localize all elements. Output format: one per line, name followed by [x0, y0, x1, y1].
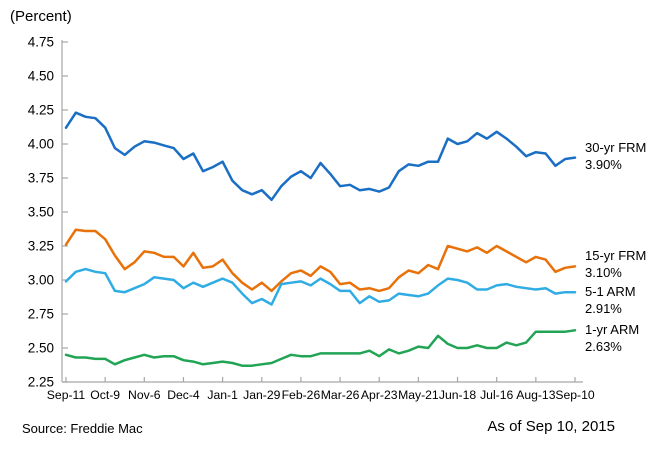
x-tick-label: Feb-26 — [282, 388, 321, 402]
x-tick-label: Aug-13 — [516, 388, 556, 402]
x-tick-label: Sep-10 — [555, 388, 595, 402]
x-tick-label: Jan-1 — [207, 388, 238, 402]
series-name: 1-yr ARM — [585, 322, 640, 337]
series-name: 30-yr FRM — [585, 140, 647, 155]
y-tick-label: 3.50 — [28, 205, 54, 220]
y-tick-label: 4.50 — [28, 69, 54, 84]
x-tick-label: Mar-26 — [321, 388, 360, 402]
series-end-value: 3.10% — [585, 265, 622, 280]
rate-line-chart: 2.25 2.50 2.75 3.00 3.25 3.50 3.75 4.00 4.25 4.50… — [28, 35, 595, 403]
y-tick-label: 4.75 — [28, 35, 54, 50]
y-tick-label: 2.75 — [28, 307, 54, 322]
x-tick-label: Jun-18 — [439, 388, 476, 402]
y-tick-label: 3.75 — [28, 171, 54, 186]
series-end-value: 3.90% — [585, 157, 622, 172]
series-label-15yr-frm: 15-yr FRM 3.10% — [585, 247, 655, 281]
x-tick-label: Sep-11 — [47, 388, 86, 402]
series-name: 5-1 ARM — [585, 284, 636, 299]
series-line-1-yr-arm — [64, 329, 577, 367]
series-line-5-1-arm — [64, 267, 577, 306]
x-tick-label: Nov-6 — [128, 388, 161, 402]
x-tick-label: Dec-4 — [167, 388, 200, 402]
x-tick-label: Apr-23 — [361, 388, 398, 402]
x-tick-label: Jul-16 — [480, 388, 513, 402]
y-axis-title: (Percent) — [10, 8, 72, 25]
series-end-value: 2.63% — [585, 339, 622, 354]
y-tick-label: 4.25 — [28, 103, 54, 118]
y-tick-label: 3.25 — [28, 239, 54, 254]
x-tick-label: Jan-29 — [243, 388, 280, 402]
as-of-date: As of Sep 10, 2015 — [487, 418, 615, 435]
y-tick-label: 2.25 — [28, 375, 54, 390]
series-name: 15-yr FRM — [585, 248, 647, 263]
series-label-1yr-arm: 1-yr ARM 2.63% — [585, 321, 655, 355]
series-line-30-yr-frm — [64, 111, 577, 202]
source-attribution: Source: Freddie Mac — [22, 421, 143, 436]
x-tick-label: May-21 — [398, 388, 439, 402]
series-end-value: 2.91% — [585, 301, 622, 316]
series-line-15-yr-frm — [64, 228, 577, 293]
y-tick-label: 3.00 — [28, 273, 54, 288]
y-tick-label: 2.50 — [28, 341, 54, 356]
series-label-5-1-arm: 5-1 ARM 2.91% — [585, 283, 655, 317]
series-label-30yr-frm: 30-yr FRM 3.90% — [585, 139, 655, 173]
axes — [61, 40, 583, 383]
x-tick-label: Oct-9 — [90, 388, 120, 402]
y-tick-label: 4.00 — [28, 137, 54, 152]
